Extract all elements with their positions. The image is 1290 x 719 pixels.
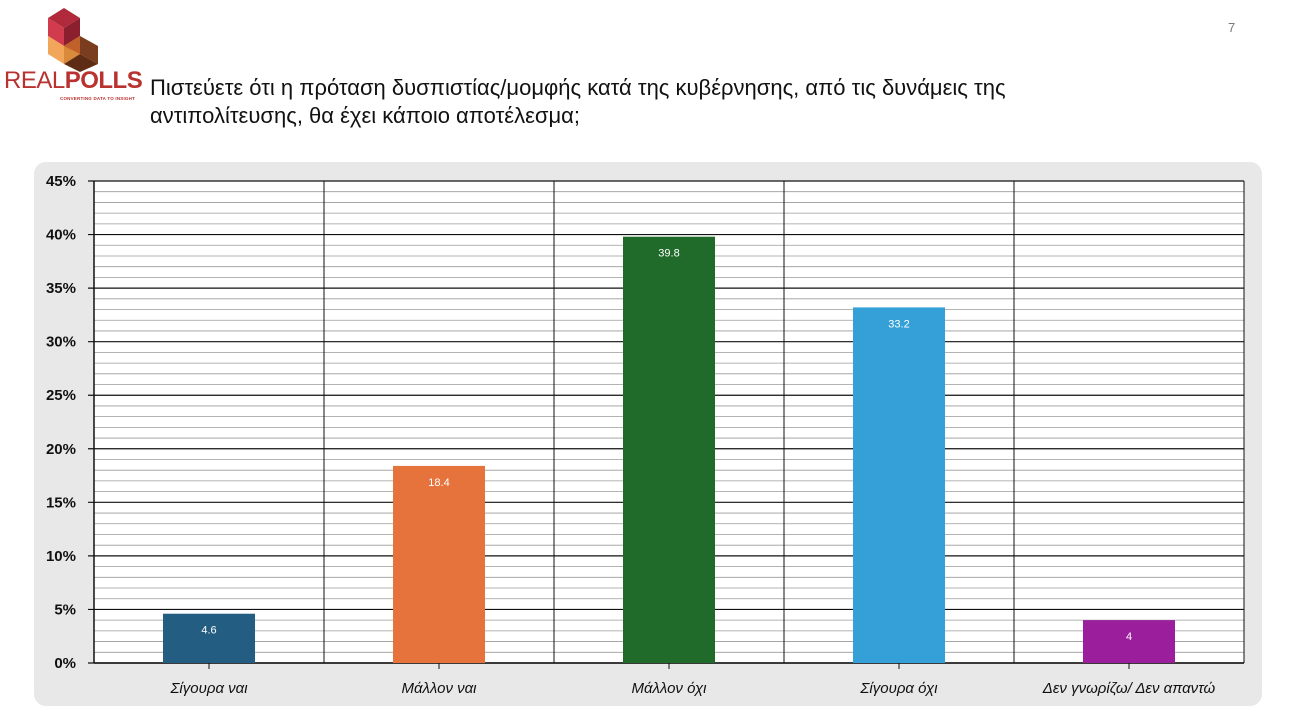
y-tick-label: 40% [46, 227, 76, 244]
page-title: Πιστεύετε ότι η πρόταση δυσπιστίας/μομφή… [150, 75, 1006, 128]
bar [853, 307, 945, 663]
bar [163, 613, 255, 663]
x-tick-label: Μάλλον ναι [402, 680, 478, 697]
bar-chart: 0% 5% 10% 15% 20% 25% 30% 35% 40% 45% 4.6 Σίγουρα ν… [46, 173, 1245, 697]
bar [1083, 620, 1175, 663]
y-tick-label: 0% [54, 655, 76, 672]
y-tick-label: 25% [46, 387, 76, 404]
x-tick-label: Μάλλον όχι [631, 680, 707, 697]
data-label: 39.8 [658, 248, 679, 260]
bar [393, 465, 485, 663]
x-tick-label: Δεν γνωρίζω/ Δεν απαντώ [1042, 680, 1216, 697]
page-number: 7 [1228, 20, 1236, 35]
y-tick-label: 20% [46, 441, 76, 458]
data-label: 4.6 [201, 625, 216, 637]
data-label: 33.2 [888, 318, 909, 330]
y-tick-label: 15% [46, 494, 76, 511]
y-tick-label: 45% [46, 173, 76, 190]
y-tick-label: 5% [54, 601, 76, 618]
bar [623, 236, 715, 663]
logo-cube-icon [48, 8, 98, 72]
realpolls-logo: REALPOLLS CONVERTING DATA TO INSIGHT [4, 6, 143, 102]
chart-panel: 0% 5% 10% 15% 20% 25% 30% 35% 40% 45% 4.6 Σίγουρα ν… [34, 162, 1262, 706]
y-tick-label: 35% [46, 280, 76, 297]
logo-wordmark: REALPOLLS [4, 67, 143, 94]
data-label: 18.4 [428, 477, 449, 489]
y-tick-label: 10% [46, 548, 76, 565]
x-tick-label: Σίγουρα όχι [859, 680, 938, 697]
x-tick-label: Σίγουρα ναι [169, 680, 248, 697]
data-label: 4 [1126, 631, 1132, 643]
y-tick-label: 30% [46, 334, 76, 351]
logo-tagline: CONVERTING DATA TO INSIGHT [60, 96, 136, 101]
